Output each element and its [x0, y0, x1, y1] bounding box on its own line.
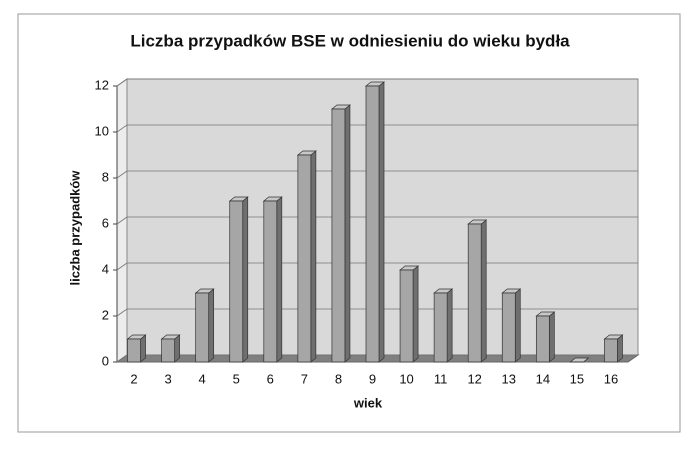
y-tick-label: 2	[102, 307, 109, 322]
bar-side	[174, 334, 180, 363]
bar-front	[399, 269, 414, 363]
bar-front	[195, 292, 210, 363]
bar-front	[535, 315, 550, 363]
bar-front	[501, 292, 516, 363]
bar-side	[514, 288, 521, 363]
x-tick-label: 15	[570, 371, 584, 386]
bar-side	[412, 265, 419, 363]
bar-side	[242, 196, 249, 363]
x-tick-label: 2	[130, 371, 137, 386]
x-tick-label: 5	[233, 371, 240, 386]
x-tick-label: 11	[434, 371, 448, 386]
bar-side	[208, 288, 215, 363]
bar	[535, 311, 556, 363]
y-tick-label: 12	[95, 77, 109, 92]
grid-line-side	[116, 78, 128, 87]
y-tick-label: 10	[95, 123, 109, 138]
grid-line-side	[116, 354, 128, 363]
chart-title: Liczba przypadków BSE w odniesieniu do w…	[130, 31, 570, 50]
bar	[365, 81, 385, 363]
bar	[126, 334, 147, 363]
grid-line-side	[116, 124, 128, 133]
x-tick-label: 12	[467, 371, 481, 386]
bar-side	[140, 334, 146, 363]
bar-side	[548, 311, 555, 363]
bar-side	[310, 150, 317, 363]
bar	[160, 334, 181, 363]
x-tick-label: 6	[267, 371, 274, 386]
bar-front	[127, 338, 141, 363]
bar	[262, 196, 283, 363]
y-tick-label: 8	[102, 169, 109, 184]
bar	[296, 150, 317, 363]
x-tick-label: 16	[604, 371, 618, 386]
grid-line-side	[116, 216, 128, 225]
bar-front	[229, 200, 244, 363]
bar	[501, 288, 522, 363]
x-tick-label: 4	[199, 371, 206, 386]
y-tick-label: 6	[102, 215, 109, 230]
bar	[399, 265, 420, 363]
x-axis-label: wiek	[353, 395, 383, 410]
bar	[433, 288, 454, 363]
bar-front	[297, 154, 312, 363]
bar-front	[467, 223, 482, 363]
bar	[569, 357, 590, 363]
bar	[467, 219, 488, 363]
bar	[330, 104, 351, 363]
bar	[228, 196, 249, 363]
bar-side	[617, 334, 623, 363]
bar-front	[263, 200, 278, 363]
x-tick-label: 9	[369, 371, 376, 386]
bar-front	[365, 85, 380, 363]
y-axis-label: liczba przypadków	[67, 170, 82, 286]
bar-side	[378, 81, 385, 363]
bar-front	[433, 292, 448, 363]
bar-side	[344, 104, 351, 363]
bar-side	[480, 219, 487, 363]
grid-line-side	[116, 170, 128, 179]
bar-side	[446, 288, 453, 363]
x-tick-label: 3	[164, 371, 171, 386]
x-tick-label: 14	[536, 371, 550, 386]
grid-line-side	[116, 308, 128, 317]
x-tick-label: 10	[399, 371, 413, 386]
grid-line-side	[116, 262, 128, 271]
x-tick-label: 7	[301, 371, 308, 386]
bar-front	[161, 338, 175, 363]
bar-side	[276, 196, 283, 363]
bar	[603, 334, 624, 363]
y-tick-label: 4	[102, 261, 109, 276]
x-tick-label: 13	[502, 371, 516, 386]
bar-front	[331, 108, 346, 363]
y-tick-label: 0	[102, 353, 109, 368]
bar-front	[604, 338, 618, 363]
bar	[194, 288, 215, 363]
x-tick-label: 8	[335, 371, 342, 386]
